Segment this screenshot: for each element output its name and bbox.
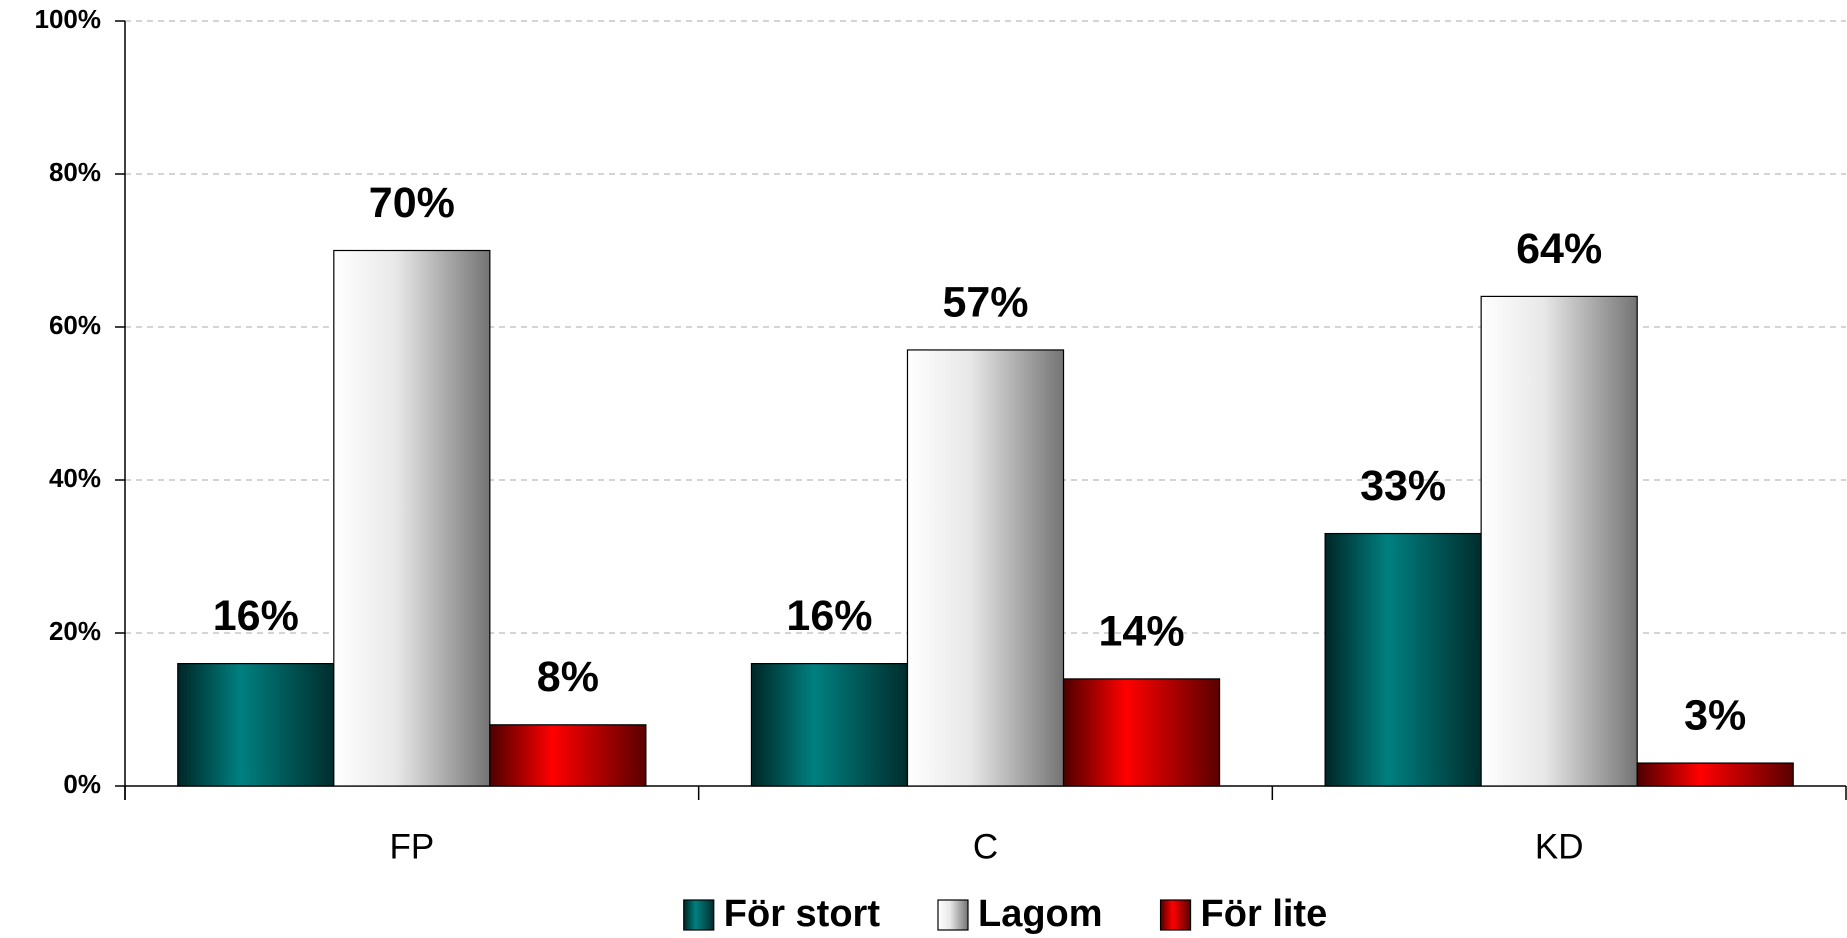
bar [489, 724, 647, 787]
x-tick-label: C [973, 827, 998, 866]
legend-label: Lagom [978, 893, 1103, 935]
bar [333, 249, 491, 787]
legend-label: För stort [724, 893, 881, 935]
bar [1480, 295, 1638, 787]
bar [1324, 532, 1482, 787]
legend-swatch [937, 899, 969, 931]
value-label: 57% [942, 278, 1028, 326]
value-label: 3% [1684, 691, 1746, 739]
y-tick-label: 20% [49, 616, 101, 646]
value-label: 33% [1360, 462, 1446, 510]
value-label: 14% [1098, 607, 1184, 655]
y-tick-label: 40% [49, 463, 101, 493]
y-tick-label: 100% [35, 4, 102, 34]
legend-swatch [1159, 899, 1192, 931]
bar [1636, 762, 1794, 787]
bar [1062, 678, 1221, 787]
legend-label: För lite [1201, 893, 1328, 935]
y-tick-label: 0% [63, 769, 101, 799]
bar [906, 349, 1065, 787]
value-label: 16% [786, 592, 872, 640]
value-label: 8% [537, 653, 599, 701]
bar [750, 662, 909, 787]
y-tick-label: 60% [49, 310, 101, 340]
x-tick-label: FP [389, 827, 434, 866]
legend-swatch [683, 899, 715, 931]
x-tick-label: KD [1535, 827, 1584, 866]
legend: För stort Lagom För lite [683, 893, 1328, 935]
y-tick-label: 80% [49, 157, 101, 187]
bar [177, 662, 335, 787]
value-label: 16% [213, 592, 299, 640]
value-label: 70% [369, 179, 455, 227]
value-label: 64% [1516, 225, 1602, 273]
